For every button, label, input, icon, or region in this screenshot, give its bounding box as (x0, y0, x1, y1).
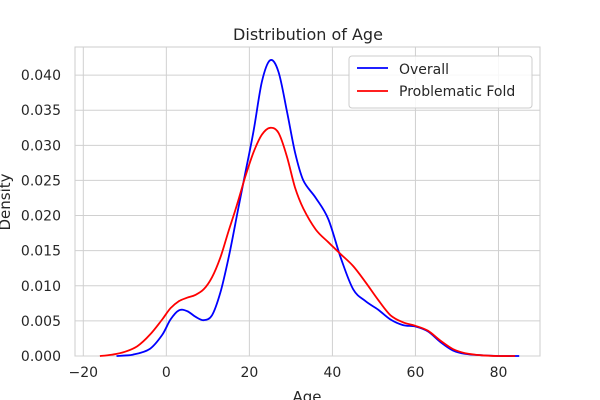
series-lines (99, 59, 520, 357)
x-tick-label: 0 (162, 365, 171, 381)
y-tick-label: 0.040 (21, 68, 61, 84)
y-axis-label: Density (0, 173, 14, 230)
y-tick-label: 0.030 (21, 138, 61, 154)
legend-label-problematic-fold: Problematic Fold (399, 84, 515, 100)
tick-labels: −20 0 20 40 60 80 0.000 0.005 0.010 0.015 0.020 0.0… (21, 68, 507, 381)
legend: Overall Problematic Fold (348, 55, 533, 109)
legend-box (348, 55, 533, 109)
legend-label-overall: Overall (399, 62, 449, 78)
y-tick-label: 0.000 (21, 349, 61, 365)
grid (75, 47, 540, 357)
chart-title: Distribution of Age (233, 25, 383, 44)
y-tick-label: 0.015 (21, 244, 61, 260)
y-tick-label: 0.005 (21, 314, 61, 330)
x-tick-label: 60 (407, 365, 425, 381)
x-tick-label: 40 (323, 365, 341, 381)
y-tick-label: 0.020 (21, 209, 61, 225)
x-tick-label: −20 (69, 365, 99, 381)
y-tick-label: 0.035 (21, 103, 61, 119)
x-tick-label: 20 (240, 365, 258, 381)
x-axis-label: Age (292, 388, 321, 400)
y-tick-label: 0.025 (21, 173, 61, 189)
y-tick-label: 0.010 (21, 279, 61, 295)
series-line-problematic-fold (99, 126, 516, 357)
x-tick-label: 80 (490, 365, 508, 381)
